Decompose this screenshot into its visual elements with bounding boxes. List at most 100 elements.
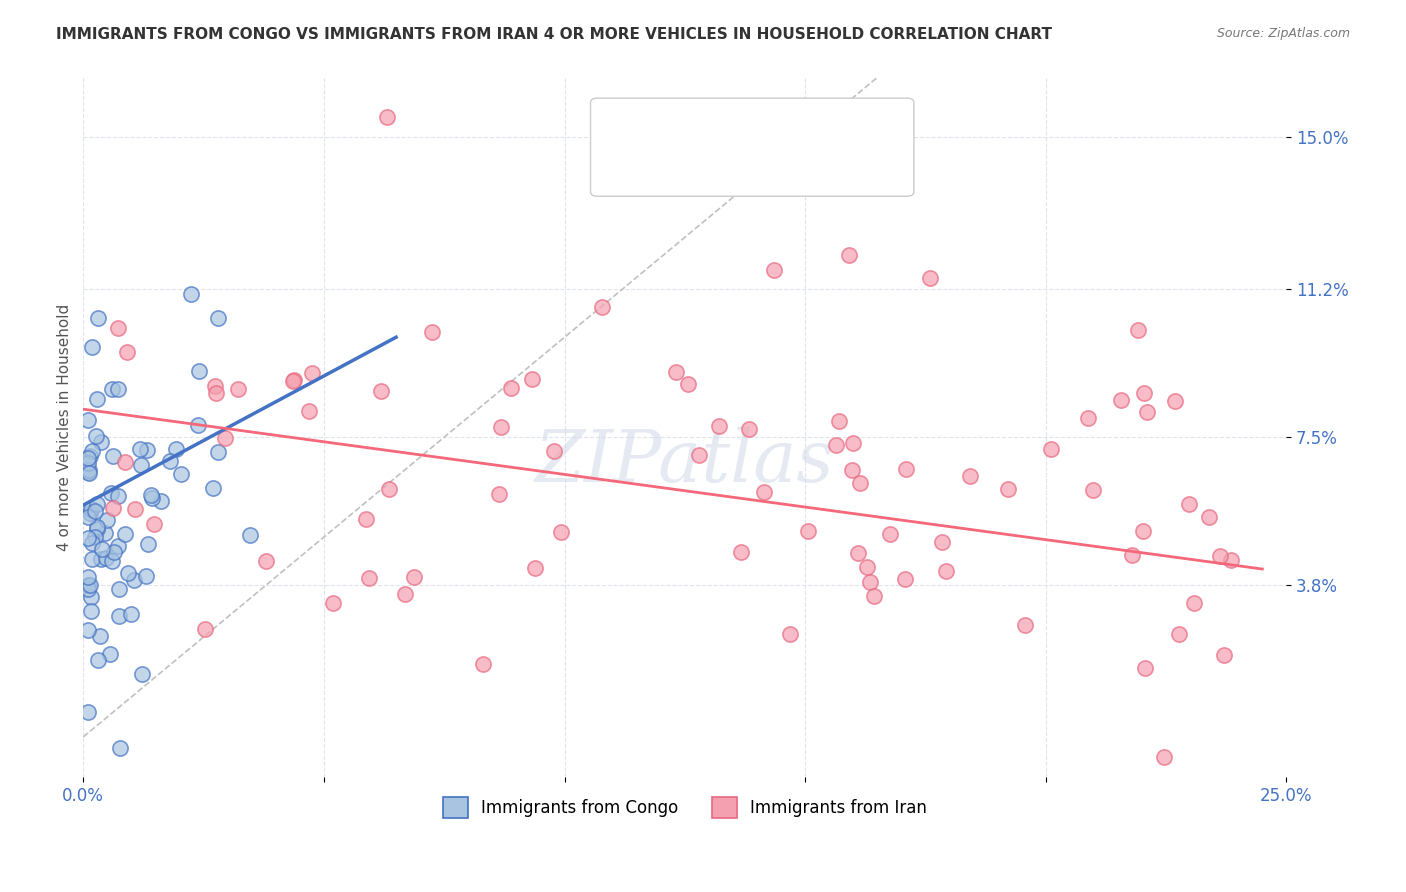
Immigrants from Congo: [108, 582, 131, 596]
Immigrants from Congo: [107, 608, 129, 623]
Immigrants from Iran: [918, 271, 941, 285]
Immigrants from Congo: [80, 341, 103, 355]
Immigrants from Congo: [117, 566, 139, 580]
Text: ■: ■: [616, 108, 637, 128]
Immigrants from Congo: [87, 311, 110, 326]
Immigrants from Congo: [94, 525, 117, 540]
Immigrants from Iran: [1212, 648, 1234, 663]
Immigrants from Iran: [707, 419, 730, 434]
Immigrants from Congo: [100, 554, 122, 568]
Immigrants from Iran: [1220, 553, 1243, 567]
Immigrants from Iran: [730, 545, 752, 559]
Immigrants from Iran: [779, 627, 801, 641]
Immigrants from Congo: [207, 445, 229, 459]
Immigrants from Iran: [499, 381, 522, 395]
Immigrants from Congo: [90, 434, 112, 449]
Immigrants from Iran: [879, 527, 901, 541]
Immigrants from Congo: [107, 489, 129, 503]
Immigrants from Congo: [114, 526, 136, 541]
Immigrants from Iran: [420, 325, 443, 339]
Immigrants from Iran: [856, 560, 879, 574]
Immigrants from Iran: [896, 462, 918, 476]
Immigrants from Iran: [491, 420, 513, 434]
Immigrants from Iran: [356, 512, 378, 526]
Immigrants from Congo: [80, 552, 103, 566]
Immigrants from Congo: [77, 413, 100, 427]
Immigrants from Iran: [1132, 386, 1154, 401]
Immigrants from Iran: [842, 435, 865, 450]
Immigrants from Iran: [931, 534, 953, 549]
Immigrants from Iran: [204, 385, 226, 400]
Immigrants from Iran: [520, 371, 543, 385]
Immigrants from Congo: [108, 740, 131, 755]
Immigrants from Iran: [1133, 661, 1156, 675]
Immigrants from Congo: [120, 607, 142, 621]
Immigrants from Iran: [959, 469, 981, 483]
Immigrants from Iran: [827, 414, 849, 428]
Immigrants from Congo: [129, 442, 152, 457]
Immigrants from Congo: [82, 444, 104, 458]
Immigrants from Iran: [1126, 323, 1149, 337]
Immigrants from Iran: [254, 554, 277, 568]
Immigrants from Congo: [170, 467, 193, 481]
Immigrants from Congo: [98, 648, 121, 662]
Immigrants from Iran: [862, 589, 884, 603]
Immigrants from Congo: [159, 454, 181, 468]
Immigrants from Iran: [214, 431, 236, 445]
Immigrants from Iran: [1077, 411, 1099, 425]
Immigrants from Congo: [79, 578, 101, 592]
Immigrants from Congo: [77, 570, 100, 584]
Immigrants from Iran: [1182, 596, 1205, 610]
Immigrants from Congo: [84, 503, 107, 517]
Immigrants from Iran: [1168, 627, 1191, 641]
Immigrants from Iran: [1209, 549, 1232, 564]
Immigrants from Iran: [1153, 750, 1175, 764]
Immigrants from Congo: [239, 528, 262, 542]
Immigrants from Congo: [77, 450, 100, 465]
Immigrants from Congo: [90, 552, 112, 566]
Immigrants from Congo: [207, 311, 229, 326]
Immigrants from Congo: [138, 537, 160, 551]
Immigrants from Congo: [77, 705, 100, 719]
Immigrants from Iran: [894, 572, 917, 586]
Immigrants from Iran: [665, 365, 688, 379]
Immigrants from Congo: [80, 604, 103, 618]
Immigrants from Iran: [283, 373, 305, 387]
Immigrants from Congo: [91, 541, 114, 556]
Immigrants from Congo: [100, 486, 122, 500]
Immigrants from Iran: [370, 384, 392, 399]
Immigrants from Congo: [107, 382, 129, 396]
Immigrants from Iran: [523, 560, 546, 574]
Immigrants from Iran: [378, 482, 401, 496]
Immigrants from Iran: [301, 366, 323, 380]
Immigrants from Iran: [591, 300, 613, 314]
Immigrants from Iran: [762, 262, 785, 277]
Immigrants from Iran: [281, 374, 304, 388]
Immigrants from Congo: [77, 465, 100, 479]
Immigrants from Congo: [86, 522, 108, 536]
Immigrants from Congo: [96, 513, 118, 527]
Immigrants from Congo: [131, 666, 153, 681]
Immigrants from Iran: [1040, 442, 1063, 457]
Immigrants from Congo: [103, 450, 125, 464]
Immigrants from Congo: [77, 582, 100, 596]
Immigrants from Iran: [825, 438, 848, 452]
Immigrants from Congo: [86, 653, 108, 667]
Immigrants from Iran: [322, 596, 344, 610]
Immigrants from Iran: [143, 516, 166, 531]
Text: ZIPatlas: ZIPatlas: [536, 427, 835, 498]
Immigrants from Iran: [1198, 510, 1220, 524]
Immigrants from Iran: [402, 570, 425, 584]
Text: R = -0.239   N = 82: R = -0.239 N = 82: [641, 134, 831, 152]
Immigrants from Iran: [752, 485, 775, 500]
Immigrants from Iran: [103, 500, 125, 515]
Immigrants from Iran: [688, 448, 710, 462]
Immigrants from Congo: [103, 545, 125, 559]
Immigrants from Congo: [84, 429, 107, 443]
Immigrants from Congo: [165, 442, 187, 456]
Immigrants from Congo: [187, 418, 209, 433]
Immigrants from Congo: [77, 510, 100, 524]
Immigrants from Iran: [1081, 483, 1104, 498]
Immigrants from Iran: [1109, 393, 1132, 408]
Immigrants from Congo: [77, 456, 100, 470]
